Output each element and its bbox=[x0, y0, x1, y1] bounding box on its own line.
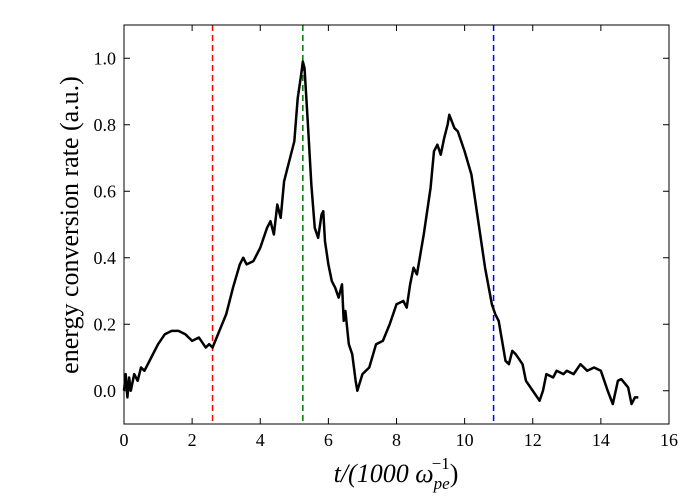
y-tick-label: 0.6 bbox=[94, 181, 117, 201]
y-tick-label: 0.2 bbox=[94, 314, 117, 334]
x-tick-label: 2 bbox=[188, 430, 197, 450]
y-tick-label: 0.0 bbox=[94, 381, 117, 401]
y-axis-label: energy conversion rate (a.u.) bbox=[55, 76, 84, 374]
x-tick-label: 6 bbox=[324, 430, 333, 450]
x-label-sub: pe bbox=[433, 474, 451, 493]
data-line bbox=[122, 60, 639, 406]
x-tick-label: 10 bbox=[456, 430, 474, 450]
x-tick-label: 0 bbox=[120, 430, 129, 450]
plot-frame bbox=[123, 24, 670, 425]
x-axis-label: t/(1000 ωpe−1) bbox=[334, 454, 459, 493]
x-label-sup: −1 bbox=[432, 454, 450, 473]
x-label-main: t/(1000 ω bbox=[334, 459, 434, 488]
y-tick-label: 0.4 bbox=[94, 248, 117, 268]
x-tick-label: 4 bbox=[256, 430, 265, 450]
y-tick-label: 0.8 bbox=[94, 115, 117, 135]
x-tick-label: 12 bbox=[524, 430, 542, 450]
x-label-close: ) bbox=[450, 459, 459, 488]
x-tick-label: 16 bbox=[660, 430, 678, 450]
y-tick-label: 1.0 bbox=[94, 48, 117, 68]
x-tick-label: 14 bbox=[592, 430, 610, 450]
x-tick-label: 8 bbox=[392, 430, 401, 450]
